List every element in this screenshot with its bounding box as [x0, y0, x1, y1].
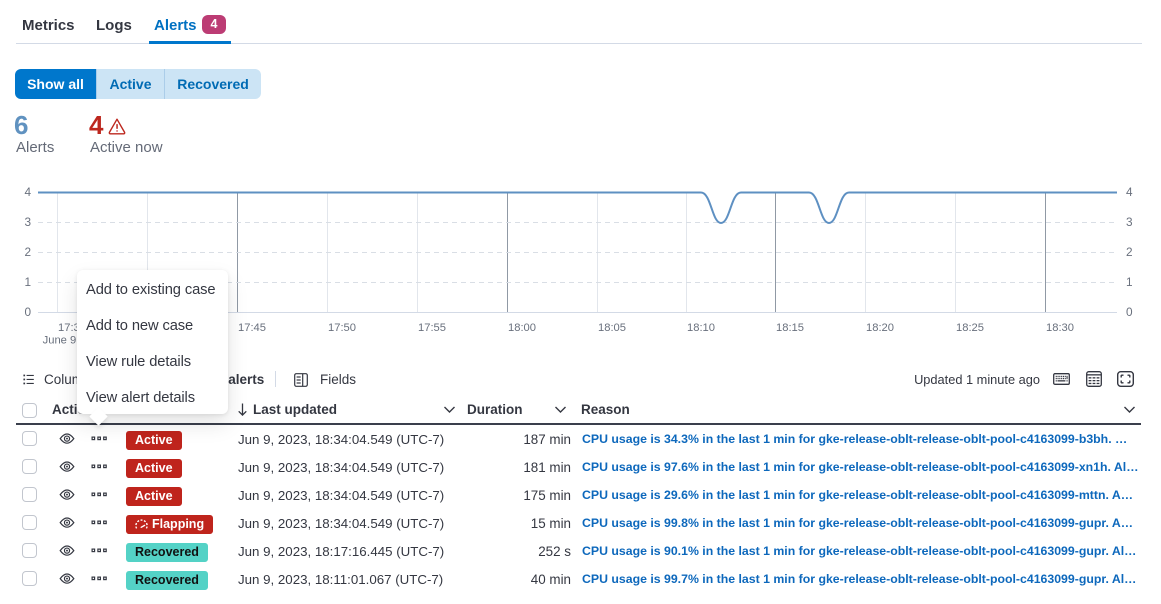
svg-text:18:15: 18:15 [776, 322, 804, 334]
svg-text:4: 4 [24, 185, 31, 199]
svg-text:4: 4 [1126, 185, 1133, 199]
svg-text:2: 2 [1126, 245, 1133, 259]
svg-text:18:25: 18:25 [956, 322, 984, 334]
svg-text:18:00: 18:00 [508, 322, 536, 334]
svg-text:18:10: 18:10 [687, 322, 715, 334]
svg-text:0: 0 [24, 305, 31, 319]
svg-text:0: 0 [1126, 305, 1133, 319]
svg-text:18:30: 18:30 [1046, 322, 1074, 334]
svg-text:17:45: 17:45 [238, 322, 266, 334]
svg-text:2: 2 [24, 245, 31, 259]
svg-text:18:05: 18:05 [598, 322, 626, 334]
svg-text:17:50: 17:50 [328, 322, 356, 334]
svg-text:3: 3 [24, 215, 31, 229]
svg-text:3: 3 [1126, 215, 1133, 229]
svg-text:1: 1 [24, 275, 31, 289]
svg-text:1: 1 [1126, 275, 1133, 289]
svg-text:17:55: 17:55 [418, 322, 446, 334]
svg-text:18:20: 18:20 [866, 322, 894, 334]
